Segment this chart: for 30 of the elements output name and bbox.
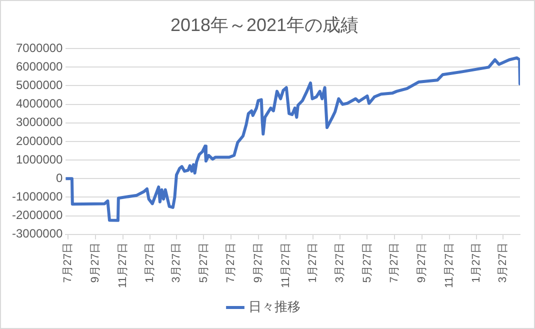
y-tick-label: -1000000 — [12, 190, 64, 204]
x-tick-label: 1月27日 — [144, 242, 156, 283]
chart-title: 2018年～2021年の成績 — [170, 14, 359, 35]
x-tick-label: 7月27日 — [388, 242, 401, 283]
y-tick-label: -2000000 — [12, 208, 64, 222]
y-tick-label: 3000000 — [16, 115, 64, 130]
legend-label: 日々推移 — [248, 299, 300, 314]
x-tick-label: 11月27日 — [443, 242, 456, 288]
x-tick-label: 5月27日 — [198, 242, 210, 283]
x-tick-label: 1月27日 — [470, 242, 483, 283]
x-tick-label: 9月27日 — [416, 242, 428, 283]
y-tick-label: -3000000 — [12, 226, 64, 241]
x-tick-label: 11月27日 — [116, 242, 129, 288]
x-tick-label: 9月27日 — [90, 242, 102, 283]
x-tick-label: 11月27日 — [280, 242, 292, 288]
x-tick-label: 9月27日 — [252, 242, 265, 283]
x-tick-label: 7月27日 — [225, 242, 238, 283]
y-tick-label: 4000000 — [16, 96, 64, 111]
y-tick-label: 5000000 — [16, 78, 64, 92]
y-tick-label: 2000000 — [16, 134, 64, 148]
y-tick-label: 6000000 — [16, 59, 64, 74]
x-tick-label: 5月27日 — [361, 242, 374, 283]
y-tick-label: 0 — [56, 170, 64, 185]
y-tick-label: 7000000 — [16, 40, 64, 55]
x-tick-label: 3月27日 — [334, 242, 346, 283]
x-tick-label: 3月27日 — [497, 242, 510, 283]
y-tick-label: 1000000 — [16, 152, 64, 166]
x-tick-label: 7月27日 — [62, 242, 74, 283]
x-tick-label: 3月27日 — [170, 242, 183, 283]
x-tick-label: 1月27日 — [307, 242, 320, 283]
